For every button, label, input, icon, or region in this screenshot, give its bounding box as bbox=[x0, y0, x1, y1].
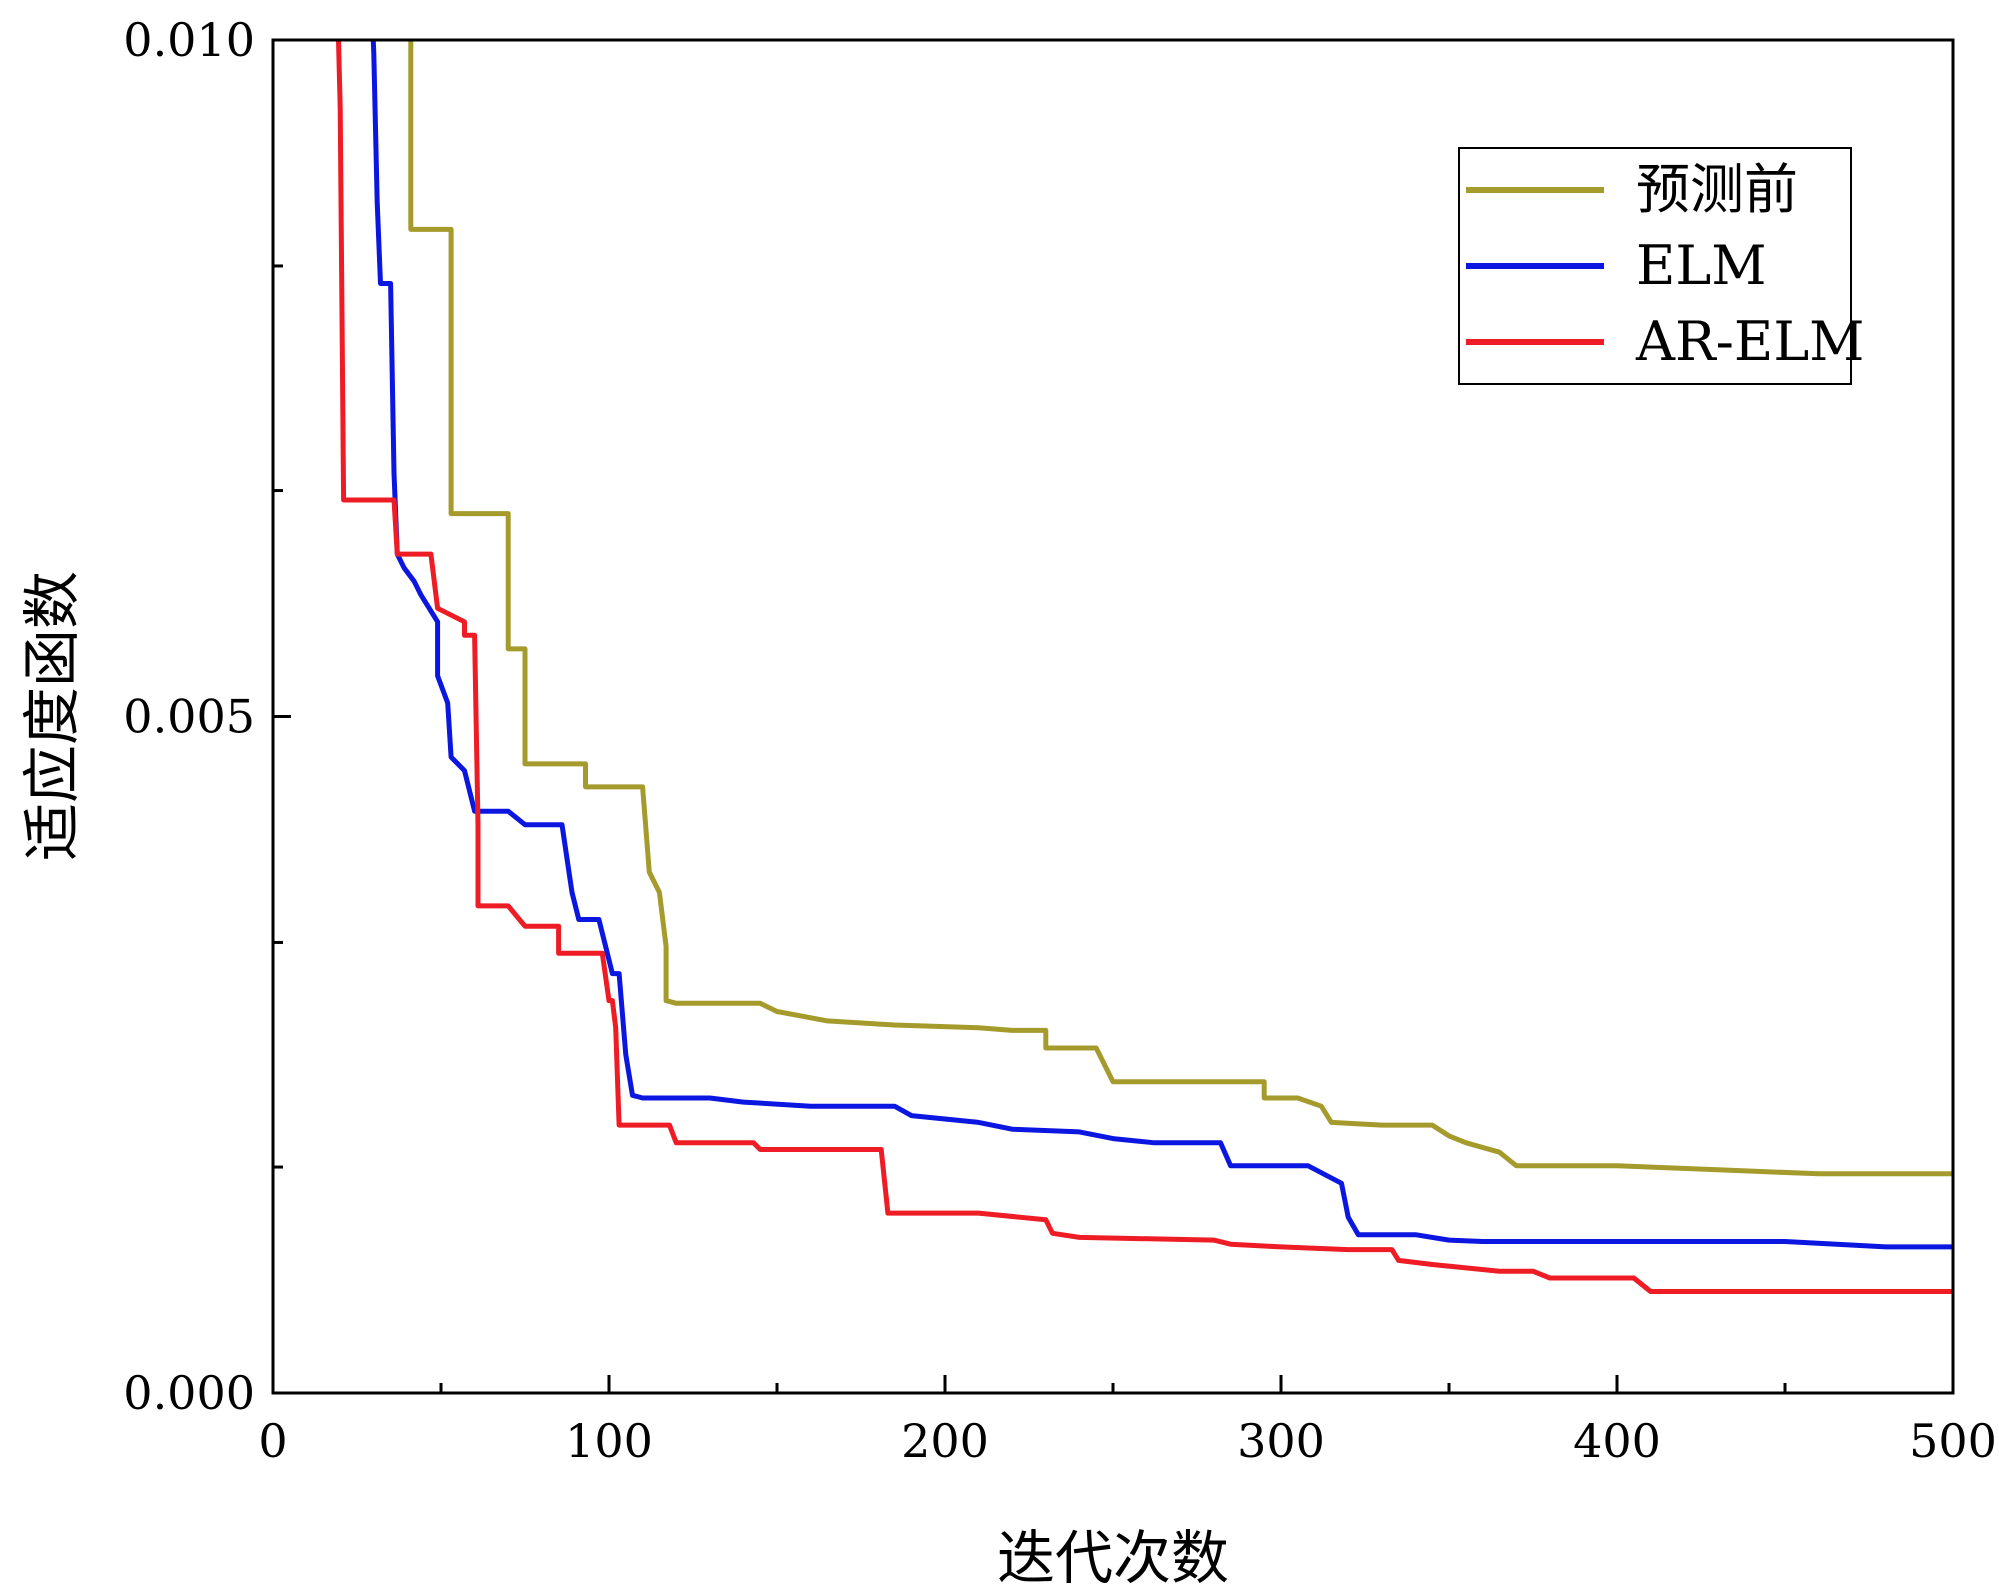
legend-label: ELM bbox=[1636, 234, 1767, 297]
y-tick-label: 0.005 bbox=[123, 690, 255, 744]
y-tick-label: 0.000 bbox=[123, 1366, 255, 1420]
y-axis-title: 适应度函数 bbox=[18, 571, 86, 861]
series-line-1 bbox=[370, 40, 1953, 1250]
legend-label: AR-ELM bbox=[1635, 310, 1864, 373]
x-axis-title: 迭代次数 bbox=[997, 1524, 1229, 1590]
series-line-2 bbox=[335, 40, 1953, 1294]
x-tick-label: 500 bbox=[1909, 1414, 1997, 1468]
x-tick-label: 400 bbox=[1573, 1414, 1661, 1468]
x-tick-label: 200 bbox=[901, 1414, 989, 1468]
plot-frame bbox=[271, 38, 1955, 1395]
x-tick-label: 100 bbox=[565, 1414, 653, 1468]
x-tick-label: 0 bbox=[258, 1414, 287, 1468]
legend: 预测前 ELM AR-ELM bbox=[1458, 147, 1864, 385]
series-line-0 bbox=[408, 40, 1953, 1177]
x-tick-label: 300 bbox=[1237, 1414, 1325, 1468]
legend-label: 预测前 bbox=[1636, 158, 1798, 221]
y-tick-label: 0.010 bbox=[123, 13, 255, 67]
